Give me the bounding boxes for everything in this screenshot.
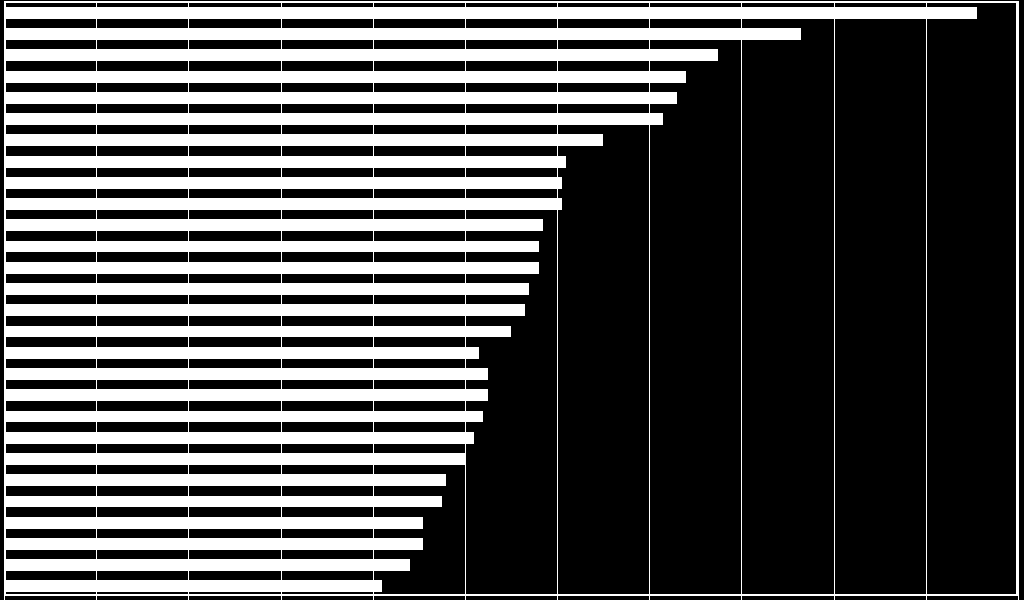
gridline [834,1,835,596]
x-tick [834,596,835,600]
bar [4,347,479,359]
bar [4,262,539,274]
x-tick [649,596,650,600]
gridline [465,1,466,596]
x-tick [188,596,189,600]
plot-area [4,1,1018,596]
gridline [1018,1,1019,596]
bar [4,28,801,40]
gridline [649,1,650,596]
bar [4,241,539,253]
gridline [926,1,927,596]
bar [4,198,562,210]
bar [4,326,511,338]
gridline [557,1,558,596]
bar [4,496,442,508]
x-tick [373,596,374,600]
x-tick [557,596,558,600]
x-tick [4,596,5,600]
bar [4,49,718,61]
x-tick [926,596,927,600]
bar [4,538,423,550]
bar [4,177,562,189]
bar [4,432,474,444]
x-tick [96,596,97,600]
bar [4,92,677,104]
bar [4,580,382,592]
bar [4,453,465,465]
bar [4,219,543,231]
x-tick [1018,596,1019,600]
bar [4,368,488,380]
bar [4,7,977,19]
bar [4,559,410,571]
bar [4,134,603,146]
x-tick [465,596,466,600]
bar [4,283,529,295]
bar-chart [0,0,1024,600]
bar [4,113,663,125]
bar [4,304,525,316]
bar [4,411,483,423]
x-tick [741,596,742,600]
bar [4,156,566,168]
gridline [741,1,742,596]
bar [4,517,423,529]
bar [4,389,488,401]
bar [4,474,446,486]
bar [4,71,686,83]
x-tick [281,596,282,600]
